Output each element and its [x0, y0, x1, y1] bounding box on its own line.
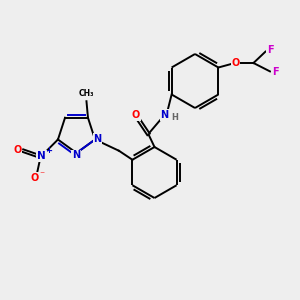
- Text: F: F: [272, 67, 279, 77]
- Text: +: +: [46, 146, 52, 155]
- Text: O: O: [231, 58, 240, 68]
- Text: ⁻: ⁻: [39, 170, 44, 180]
- Text: N: N: [72, 150, 80, 161]
- Text: N: N: [37, 151, 46, 161]
- Text: O: O: [131, 110, 140, 120]
- Text: O: O: [13, 145, 22, 155]
- Text: N: N: [160, 110, 169, 120]
- Text: N: N: [93, 134, 101, 144]
- Text: H: H: [171, 113, 178, 122]
- Text: O: O: [30, 172, 38, 183]
- Text: CH₃: CH₃: [79, 89, 94, 98]
- Text: F: F: [267, 45, 273, 55]
